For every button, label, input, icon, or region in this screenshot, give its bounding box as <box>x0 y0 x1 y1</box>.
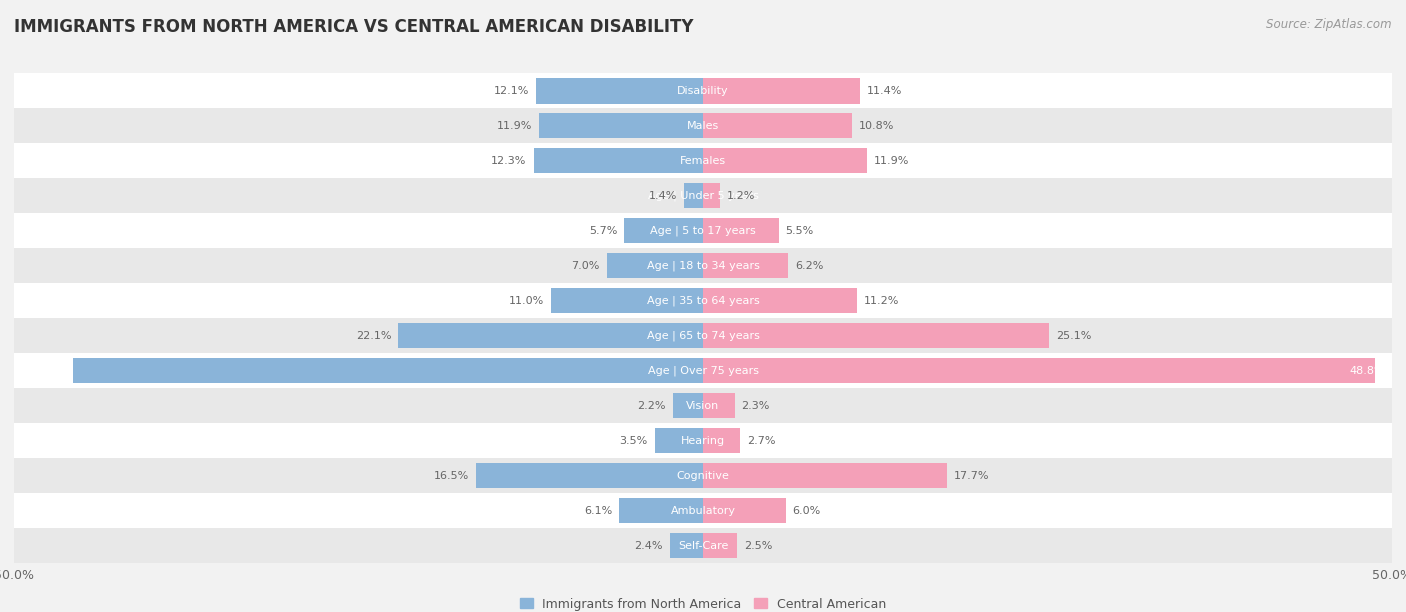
Bar <box>14 283 1392 318</box>
Text: 1.4%: 1.4% <box>648 191 676 201</box>
Bar <box>14 214 1392 248</box>
Text: 11.4%: 11.4% <box>868 86 903 96</box>
Legend: Immigrants from North America, Central American: Immigrants from North America, Central A… <box>515 592 891 612</box>
Text: 25.1%: 25.1% <box>1056 330 1091 341</box>
Text: 11.9%: 11.9% <box>496 121 531 131</box>
Bar <box>703 358 1375 383</box>
Text: 12.1%: 12.1% <box>494 86 530 96</box>
Text: 7.0%: 7.0% <box>571 261 599 271</box>
Bar <box>14 353 1392 388</box>
Text: 22.1%: 22.1% <box>356 330 392 341</box>
Text: Ambulatory: Ambulatory <box>671 506 735 515</box>
Bar <box>398 323 703 348</box>
Bar <box>703 428 740 453</box>
Bar <box>703 323 1049 348</box>
Bar <box>14 318 1392 353</box>
Text: 48.8%: 48.8% <box>1350 366 1385 376</box>
Bar <box>683 183 703 209</box>
Bar <box>703 183 720 209</box>
Text: IMMIGRANTS FROM NORTH AMERICA VS CENTRAL AMERICAN DISABILITY: IMMIGRANTS FROM NORTH AMERICA VS CENTRAL… <box>14 18 693 36</box>
Bar <box>14 388 1392 423</box>
Bar <box>703 533 738 558</box>
Bar <box>14 458 1392 493</box>
Text: Hearing: Hearing <box>681 436 725 446</box>
Text: 17.7%: 17.7% <box>953 471 990 480</box>
Bar <box>14 248 1392 283</box>
Bar <box>703 113 852 138</box>
Bar <box>703 218 779 244</box>
Text: Age | 5 to 17 years: Age | 5 to 17 years <box>650 226 756 236</box>
Bar <box>703 78 860 103</box>
Bar <box>703 393 735 418</box>
Text: 12.3%: 12.3% <box>491 156 527 166</box>
Bar <box>655 428 703 453</box>
Text: 16.5%: 16.5% <box>433 471 468 480</box>
Text: 6.2%: 6.2% <box>796 261 824 271</box>
Text: Age | Under 5 years: Age | Under 5 years <box>648 190 758 201</box>
Text: 11.2%: 11.2% <box>865 296 900 306</box>
Text: Age | 35 to 64 years: Age | 35 to 64 years <box>647 296 759 306</box>
Text: 10.8%: 10.8% <box>859 121 894 131</box>
Text: 6.0%: 6.0% <box>793 506 821 515</box>
Text: 11.9%: 11.9% <box>875 156 910 166</box>
Text: Self-Care: Self-Care <box>678 540 728 551</box>
Text: 6.1%: 6.1% <box>583 506 612 515</box>
Text: Females: Females <box>681 156 725 166</box>
Text: 2.4%: 2.4% <box>634 540 664 551</box>
Bar <box>14 528 1392 563</box>
Bar <box>551 288 703 313</box>
Bar <box>703 463 946 488</box>
Bar <box>14 73 1392 108</box>
Text: 3.5%: 3.5% <box>620 436 648 446</box>
Bar <box>703 288 858 313</box>
Bar <box>14 143 1392 178</box>
Text: Males: Males <box>688 121 718 131</box>
Bar <box>624 218 703 244</box>
Bar <box>14 108 1392 143</box>
Bar <box>703 253 789 278</box>
Bar <box>475 463 703 488</box>
Text: 5.7%: 5.7% <box>589 226 617 236</box>
Text: Cognitive: Cognitive <box>676 471 730 480</box>
Text: Age | Over 75 years: Age | Over 75 years <box>648 365 758 376</box>
Bar <box>14 493 1392 528</box>
Text: 1.2%: 1.2% <box>727 191 755 201</box>
Text: Disability: Disability <box>678 86 728 96</box>
Text: Source: ZipAtlas.com: Source: ZipAtlas.com <box>1267 18 1392 31</box>
Text: 45.7%: 45.7% <box>21 366 56 376</box>
Bar <box>538 113 703 138</box>
Bar <box>14 423 1392 458</box>
Bar <box>669 533 703 558</box>
Text: 2.2%: 2.2% <box>637 401 666 411</box>
Bar <box>533 148 703 173</box>
Bar <box>606 253 703 278</box>
Text: 5.5%: 5.5% <box>786 226 814 236</box>
Text: Vision: Vision <box>686 401 720 411</box>
Text: Age | 65 to 74 years: Age | 65 to 74 years <box>647 330 759 341</box>
Bar <box>703 148 868 173</box>
Text: 2.5%: 2.5% <box>744 540 773 551</box>
Text: Age | 18 to 34 years: Age | 18 to 34 years <box>647 261 759 271</box>
Bar <box>73 358 703 383</box>
Text: 2.7%: 2.7% <box>747 436 776 446</box>
Text: 2.3%: 2.3% <box>741 401 770 411</box>
Bar <box>14 178 1392 214</box>
Bar <box>619 498 703 523</box>
Text: 11.0%: 11.0% <box>509 296 544 306</box>
Bar <box>672 393 703 418</box>
Bar <box>703 498 786 523</box>
Bar <box>536 78 703 103</box>
